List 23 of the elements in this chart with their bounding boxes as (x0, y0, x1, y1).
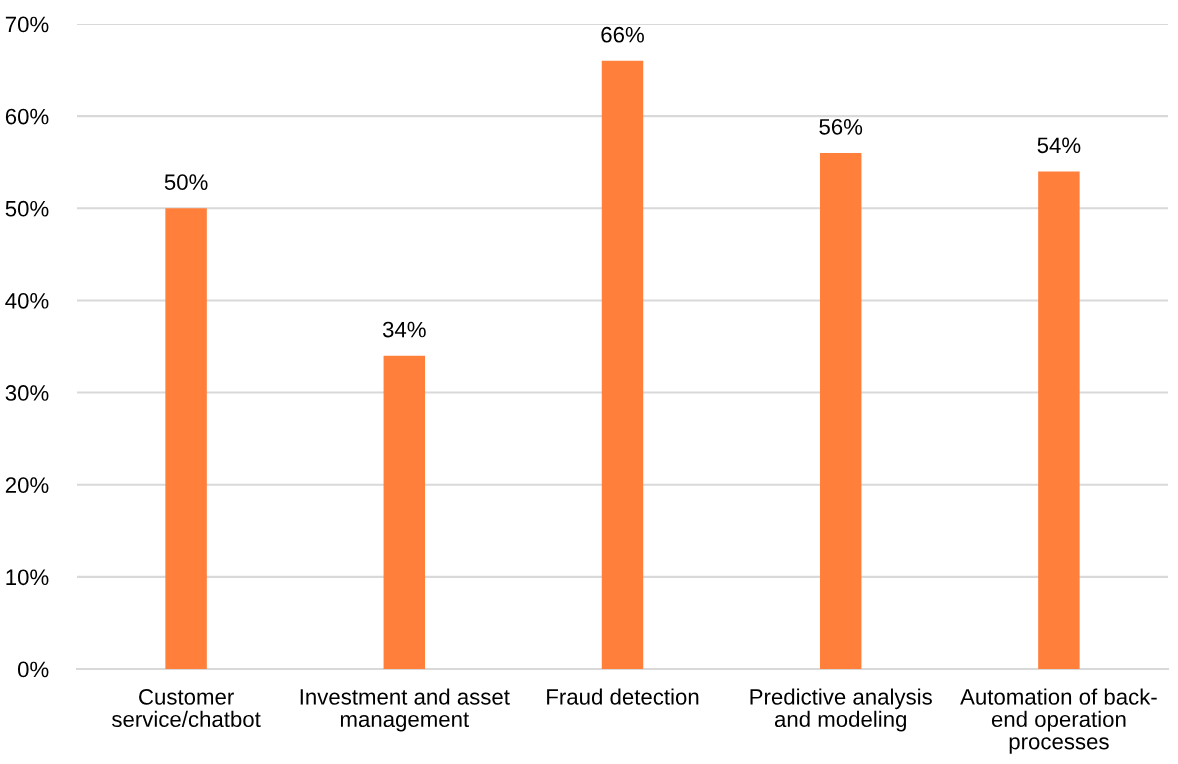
y-tick-label: 60% (5, 108, 49, 125)
data-label: 54% (1037, 137, 1081, 154)
x-tick-label: Automation of back- end operation processes (960, 688, 1157, 754)
x-tick-label: Fraud detection (547, 688, 699, 705)
data-label: 56% (819, 118, 863, 135)
y-tick-label: 40% (5, 292, 49, 309)
y-tick-label: 70% (5, 16, 49, 33)
y-tick-label: 10% (6, 569, 49, 586)
x-tick-label: Investment and asset management (300, 688, 510, 732)
bar (601, 60, 644, 669)
bar (1038, 171, 1080, 669)
y-tick-label: 30% (5, 385, 49, 401)
bar (165, 208, 207, 669)
x-tick-label: Customer service/chatbot (111, 689, 261, 728)
y-tick-label: 0% (17, 661, 49, 678)
bar (819, 153, 862, 669)
x-tick-label: Predictive analysis and modeling (750, 688, 932, 732)
data-label: 50% (164, 174, 208, 190)
y-tick-label: 20% (5, 477, 49, 493)
y-tick-label: 50% (5, 200, 49, 217)
data-label: 34% (382, 321, 426, 338)
bar (383, 355, 426, 669)
data-label: 66% (601, 26, 644, 43)
